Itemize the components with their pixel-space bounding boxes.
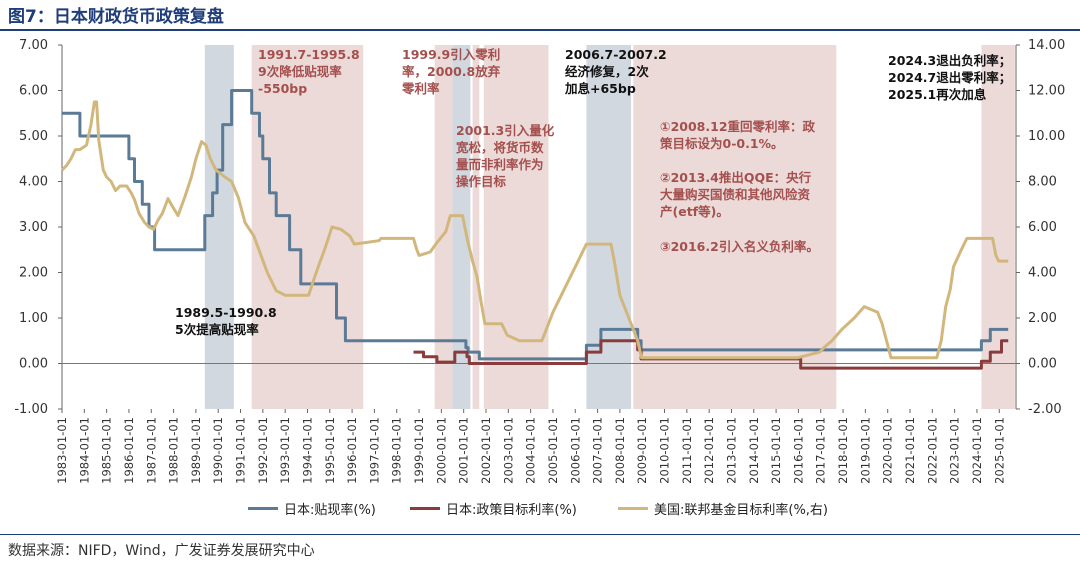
- legend-label-discount: 日本:贴现率(%): [284, 502, 376, 518]
- legend-label-fed: 美国:联邦基金目标利率(%,右): [654, 502, 829, 518]
- x-tick-label: 2002-01-01: [479, 417, 493, 484]
- annotation-2001-qe: 2001.3引入量化 宽松，将货币数 量而非利率作为 操作目标: [456, 123, 555, 189]
- x-tick-label: 2007-01-01: [591, 417, 605, 484]
- y-right-tick-label: 14.00: [1028, 38, 1065, 53]
- x-tick-label: 1987-01-01: [144, 417, 158, 484]
- x-tick-label: 1993-01-01: [278, 417, 292, 484]
- x-tick-label: 2006-01-01: [568, 417, 582, 484]
- x-tick-label: 2014-01-01: [747, 417, 761, 484]
- y-right-tick-label: 10.00: [1028, 129, 1065, 144]
- chart-axes: -1.00 0.00 1.00 2.00 3.00 4.00 5.00 6.00 7.00 -2.…: [14, 38, 1065, 484]
- x-tick-label: 2025-01-01: [992, 417, 1006, 484]
- x-tick-label: 2010-01-01: [658, 417, 672, 484]
- y-right-tick-label: -2.00: [1028, 402, 1062, 417]
- x-tick-label: 2001-01-01: [457, 417, 471, 484]
- legend-item-discount: 日本:贴现率(%): [248, 498, 376, 518]
- x-tick-label: 1983-01-01: [55, 417, 69, 484]
- x-tick-label: 2016-01-01: [791, 417, 805, 484]
- highlight-band-4: [472, 45, 480, 409]
- footer-rule: [0, 534, 1080, 535]
- x-tick-label: 2019-01-01: [858, 417, 872, 484]
- y-left-tick-label: 1.00: [19, 311, 48, 326]
- x-tick-label: 2012-01-01: [702, 417, 716, 484]
- x-tick-label: 2004-01-01: [524, 417, 538, 484]
- highlight-band-5: [483, 45, 549, 409]
- legend-swatch-discount: [248, 506, 278, 510]
- legend-swatch-policy: [410, 506, 440, 510]
- x-tick-label: 2021-01-01: [903, 417, 917, 484]
- x-tick-label: 1986-01-01: [122, 417, 136, 484]
- y-left-tick-label: 5.00: [19, 129, 48, 144]
- x-tick-label: 1998-01-01: [390, 417, 404, 484]
- y-left-tick-label: 4.00: [19, 175, 48, 190]
- annotation-1991-cut: 1991.7-1995.8 9次降低贴现率 -550bp: [258, 47, 360, 96]
- x-tick-label: 1988-01-01: [167, 417, 181, 484]
- x-tick-label: 1999-01-01: [412, 417, 426, 484]
- x-tick-label: 2011-01-01: [680, 417, 694, 484]
- highlight-bands: [204, 45, 1015, 409]
- chart-title: 图7：日本财政货币政策复盘: [8, 7, 224, 27]
- series-line-2: [60, 100, 1009, 360]
- x-tick-label: 1994-01-01: [300, 417, 314, 484]
- annotation-2016-negative: ③2016.2引入名义负利率。: [660, 239, 819, 254]
- series-line-1: [413, 339, 1009, 370]
- x-tick-label: 1992-01-01: [256, 417, 270, 484]
- x-tick-label: 2017-01-01: [814, 417, 828, 484]
- legend-item-policy: 日本:政策目标利率(%): [410, 498, 577, 518]
- y-left-tick-label: 2.00: [19, 266, 48, 281]
- highlight-band-7: [633, 45, 837, 409]
- highlight-band-0: [204, 45, 234, 409]
- x-tick-label: 2018-01-01: [836, 417, 850, 484]
- annotation-2008-zero: ①2008.12重回零利率：政 策目标设为0-0.1%。: [660, 119, 816, 151]
- y-left-tick-label: -1.00: [14, 402, 48, 417]
- x-tick-label: 2008-01-01: [613, 417, 627, 484]
- x-tick-label: 2005-01-01: [546, 417, 560, 484]
- x-tick-label: 2013-01-01: [724, 417, 738, 484]
- x-tick-label: 2022-01-01: [925, 417, 939, 484]
- y-left-tick-label: 7.00: [19, 38, 48, 53]
- x-tick-label: 1985-01-01: [100, 417, 114, 484]
- legend-label-policy: 日本:政策目标利率(%): [446, 502, 577, 518]
- annotation-2013-qqe: ②2013.4推出QQE：央行 大量购买国债和其他风险资 产(etf等)。: [660, 170, 812, 219]
- y-right-tick-label: 6.00: [1028, 220, 1057, 235]
- x-tick-label: 1997-01-01: [367, 417, 381, 484]
- y-right-tick-label: 0.00: [1028, 357, 1057, 372]
- annotation-2006-hike: 2006.7-2007.2 经济修复，2次 加息+65bp: [565, 47, 667, 96]
- x-tick-label: 2024-01-01: [970, 417, 984, 484]
- x-tick-label: 1991-01-01: [234, 417, 248, 484]
- title-underline: [0, 29, 1080, 31]
- x-tick-label: 1996-01-01: [345, 417, 359, 484]
- highlight-band-6: [586, 45, 632, 409]
- annotation-1989-hike: 1989.5-1990.8 5次提高贴现率: [175, 305, 277, 337]
- highlight-band-3: [452, 45, 471, 409]
- highlight-band-8: [981, 45, 1015, 409]
- y-right-tick-label: 4.00: [1028, 266, 1057, 281]
- highlight-band-1: [251, 45, 364, 409]
- y-left-tick-label: 0.00: [19, 357, 48, 372]
- x-tick-label: 1990-01-01: [211, 417, 225, 484]
- y-right-tick-label: 12.00: [1028, 84, 1065, 99]
- source-note: 数据来源：NIFD，Wind，广发证券发展研究中心: [8, 543, 315, 559]
- x-tick-label: 2023-01-01: [948, 417, 962, 484]
- x-tick-label: 2020-01-01: [881, 417, 895, 484]
- legend-item-fed: 美国:联邦基金目标利率(%,右): [618, 498, 828, 518]
- chart-legend: 日本:贴现率(%) 日本:政策目标利率(%) 美国:联邦基金目标利率(%,右): [0, 496, 1080, 520]
- x-tick-label: 2003-01-01: [501, 417, 515, 484]
- y-left-tick-label: 3.00: [19, 220, 48, 235]
- y-right-tick-label: 8.00: [1028, 175, 1057, 190]
- annotation-1999-zirp: 1999.9引入零利 率，2000.8放弃 零利率: [402, 47, 501, 96]
- chart-canvas: -1.00 0.00 1.00 2.00 3.00 4.00 5.00 6.00 7.00 -2.…: [14, 38, 1065, 484]
- x-tick-label: 1995-01-01: [323, 417, 337, 484]
- annotation-2024-exit: 2024.3退出负利率； 2024.7退出零利率； 2025.1再次加息: [888, 53, 1012, 102]
- x-tick-label: 2000-01-01: [434, 417, 448, 484]
- highlight-band-2: [434, 45, 453, 409]
- y-left-tick-label: 6.00: [19, 84, 48, 99]
- y-right-tick-label: 2.00: [1028, 311, 1057, 326]
- x-tick-label: 2009-01-01: [635, 417, 649, 484]
- chart-series: [60, 89, 1009, 370]
- x-tick-label: 2015-01-01: [769, 417, 783, 484]
- legend-swatch-fed: [618, 506, 648, 510]
- x-tick-label: 1989-01-01: [189, 417, 203, 484]
- x-tick-label: 1984-01-01: [77, 417, 91, 484]
